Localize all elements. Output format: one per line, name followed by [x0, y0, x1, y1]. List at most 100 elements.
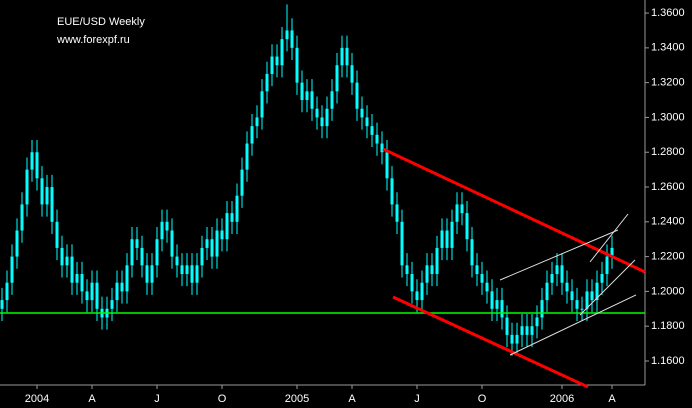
candle-body [220, 230, 224, 240]
candle-body [415, 291, 419, 301]
candle-body [210, 239, 214, 257]
candle-body [585, 291, 589, 309]
trend-line [589, 213, 629, 263]
candle-body [50, 187, 54, 222]
x-tick-label: J [414, 393, 420, 405]
trend-line [509, 294, 637, 356]
candle-body [450, 221, 454, 248]
candle-body [190, 265, 194, 283]
candle-body [345, 47, 349, 66]
candle-body [365, 117, 369, 127]
x-tick-label: 2006 [550, 393, 574, 405]
candle-body [85, 291, 89, 301]
candle-body [355, 82, 359, 109]
candle-body [550, 274, 554, 283]
y-tick-label: 1.2800 [651, 146, 685, 158]
candle-body [150, 265, 154, 283]
candle-body [475, 265, 479, 275]
plot-area [0, 4, 614, 356]
candle-body [335, 65, 339, 92]
candle-body [255, 117, 259, 127]
candle-body [455, 204, 459, 222]
candle-body [590, 291, 594, 301]
y-tick-label: 1.1800 [651, 320, 685, 332]
candle-body [155, 239, 159, 266]
candle-body [390, 178, 394, 205]
candle-body [175, 256, 179, 266]
candle-body [400, 221, 404, 266]
candle-body [250, 126, 254, 144]
candle-body [600, 274, 604, 283]
candle-body [165, 221, 169, 231]
candle-body [285, 30, 289, 40]
candle-body [575, 300, 579, 309]
candle-body [325, 108, 329, 127]
candle-body [140, 247, 144, 266]
candle-body [235, 195, 239, 222]
candle-body [200, 247, 204, 266]
candle-body [65, 256, 69, 266]
candle-body [280, 39, 284, 66]
candle-body [460, 204, 464, 214]
y-tick-label: 1.2400 [651, 216, 685, 228]
channel-upper [382, 147, 646, 274]
candle-body [565, 282, 569, 292]
candle-body [135, 239, 139, 248]
x-tick-label: A [348, 393, 356, 405]
candle-body [215, 230, 219, 257]
candle-body [420, 282, 424, 301]
x-tick-label: O [218, 393, 227, 405]
candle-body [70, 256, 74, 283]
candle-body [300, 82, 304, 101]
candle-body [480, 274, 484, 283]
candle-body [260, 91, 264, 118]
candle-body [170, 230, 174, 257]
candle-body [290, 30, 294, 48]
candle-body [605, 256, 609, 275]
x-tick-label: 2005 [285, 393, 309, 405]
y-tick-label: 1.3000 [651, 111, 685, 123]
candle-body [160, 221, 164, 240]
x-tick-label: A [88, 393, 96, 405]
candle-body [195, 265, 199, 283]
candle-body [60, 247, 64, 266]
y-tick-label: 1.3400 [651, 42, 685, 54]
candle-body [330, 91, 334, 109]
candle-body [385, 152, 389, 179]
candle-body [395, 204, 399, 222]
candle-body [340, 47, 344, 66]
candle-body [230, 213, 234, 222]
candle-body [45, 187, 49, 205]
chart-title: EUE/USD Weekly [57, 16, 145, 28]
trend-line [579, 259, 636, 316]
candle-body [275, 56, 279, 66]
candle-body [240, 169, 244, 196]
candle-body [315, 108, 319, 118]
candle-body [95, 282, 99, 309]
candle-body [0, 300, 4, 309]
candle-body [270, 56, 274, 74]
candle-body [570, 291, 574, 301]
candle-body [435, 247, 439, 275]
candle-body [425, 265, 429, 283]
candle-body [540, 300, 544, 318]
candle-body [370, 126, 374, 135]
candle-body [465, 213, 469, 240]
candle-body [445, 230, 449, 248]
candle-body [380, 143, 384, 153]
candle-body [265, 73, 269, 92]
candle-body [5, 282, 9, 301]
candle-body [485, 282, 489, 292]
candle-body [15, 230, 19, 257]
candle-body [125, 265, 129, 292]
y-tick-label: 1.2200 [651, 251, 685, 263]
candle-body [470, 239, 474, 266]
chart-subtitle: www.forexpf.ru [56, 34, 130, 46]
candle-body [310, 91, 314, 109]
candle-body [510, 334, 514, 344]
trend-line [499, 229, 619, 281]
candle-body [545, 282, 549, 301]
candle-body [225, 213, 229, 240]
